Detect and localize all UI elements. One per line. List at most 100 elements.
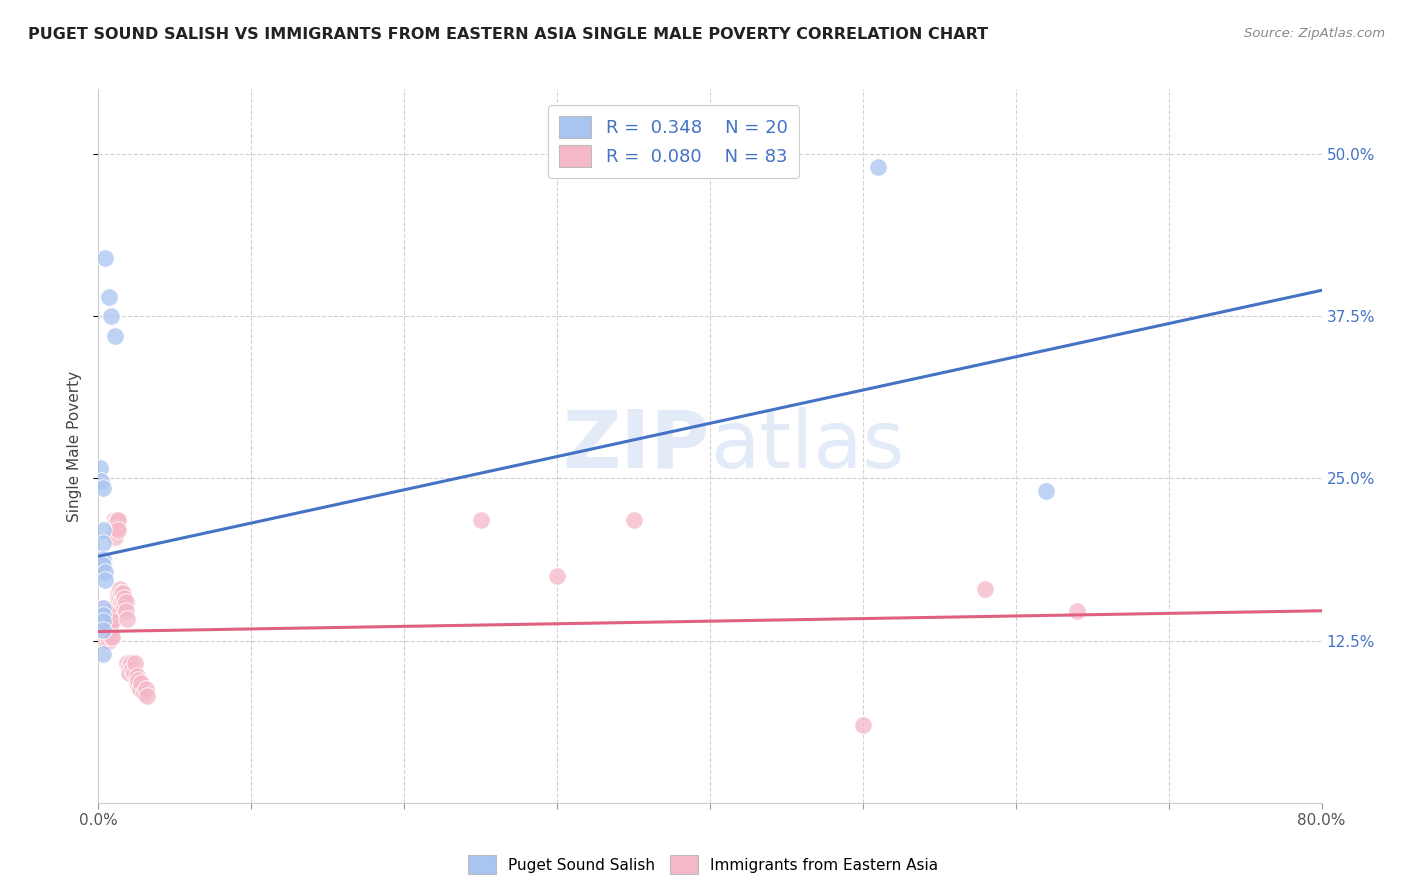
Point (94, 616, 117, 631)
Point (104, 328, 127, 343)
Point (107, 524, 129, 538)
Point (623, 513, 645, 527)
Text: ZIP: ZIP (562, 407, 710, 485)
Point (125, 676, 148, 690)
Point (94, 611, 117, 625)
Point (93, 565, 115, 579)
Point (100, 630, 122, 644)
Point (100, 607, 122, 622)
Point (90, 607, 112, 622)
Point (91, 607, 114, 622)
Point (91, 624, 114, 638)
Point (90, 604, 112, 618)
Point (111, 595, 134, 609)
Point (90, 474, 112, 488)
Point (93, 621, 115, 635)
Point (104, 530, 127, 544)
Point (107, 585, 129, 599)
Point (97, 611, 120, 625)
Point (98, 633, 121, 648)
Point (124, 656, 146, 670)
Point (122, 666, 145, 681)
Point (117, 656, 139, 670)
Legend: R =  0.348    N = 20, R =  0.080    N = 83: R = 0.348 N = 20, R = 0.080 N = 83 (548, 105, 799, 178)
Point (100, 616, 122, 631)
Point (91, 601, 114, 615)
Point (93, 251, 115, 265)
Point (1066, 604, 1088, 618)
Point (129, 676, 152, 690)
Point (91, 604, 114, 618)
Point (118, 666, 141, 681)
Text: PUGET SOUND SALISH VS IMMIGRANTS FROM EASTERN ASIA SINGLE MALE POVERTY CORRELATI: PUGET SOUND SALISH VS IMMIGRANTS FROM EA… (28, 27, 988, 42)
Point (1035, 484, 1057, 499)
Point (91, 611, 114, 625)
Point (546, 568, 568, 582)
Point (121, 662, 143, 676)
Point (94, 607, 117, 622)
Point (91, 524, 114, 538)
Point (91, 607, 114, 622)
Point (103, 524, 125, 538)
Point (98, 290, 121, 304)
Point (128, 681, 150, 696)
Point (101, 630, 124, 644)
Point (91, 647, 114, 661)
Point (91, 614, 114, 628)
Point (120, 656, 142, 670)
Point (103, 516, 125, 531)
Point (110, 595, 132, 609)
Point (125, 668, 148, 682)
Point (470, 513, 492, 527)
Point (105, 521, 128, 535)
Point (852, 718, 875, 732)
Point (91, 601, 114, 615)
Point (91, 536, 114, 550)
Point (98, 624, 121, 639)
Point (868, 160, 890, 174)
Point (94, 604, 117, 618)
Point (974, 582, 997, 596)
Point (115, 604, 138, 618)
Point (101, 604, 124, 618)
Point (93, 624, 115, 639)
Point (112, 601, 135, 615)
Point (91, 558, 114, 573)
Point (105, 513, 128, 527)
Point (98, 616, 121, 631)
Point (90, 610, 112, 624)
Point (94, 630, 117, 644)
Point (94, 633, 117, 648)
Point (110, 585, 132, 599)
Point (97, 624, 120, 639)
Point (115, 595, 138, 609)
Point (93, 573, 115, 587)
Point (97, 630, 120, 644)
Point (91, 552, 114, 566)
Point (91, 614, 114, 628)
Point (117, 611, 139, 625)
Point (97, 607, 120, 622)
Point (91, 481, 114, 495)
Point (93, 616, 115, 631)
Y-axis label: Single Male Poverty: Single Male Poverty (67, 370, 83, 522)
Point (112, 591, 135, 605)
Point (127, 673, 149, 687)
Point (104, 524, 127, 538)
Point (101, 614, 124, 628)
Point (118, 659, 141, 673)
Point (136, 690, 159, 704)
Point (100, 310, 122, 324)
Point (104, 516, 127, 531)
Point (98, 604, 121, 618)
Point (93, 611, 115, 625)
Point (135, 681, 157, 696)
Legend: Puget Sound Salish, Immigrants from Eastern Asia: Puget Sound Salish, Immigrants from East… (463, 849, 943, 880)
Point (97, 616, 120, 631)
Point (94, 624, 117, 639)
Point (93, 627, 115, 641)
Point (108, 582, 131, 596)
Point (89, 461, 111, 475)
Point (111, 585, 134, 599)
Point (93, 607, 115, 622)
